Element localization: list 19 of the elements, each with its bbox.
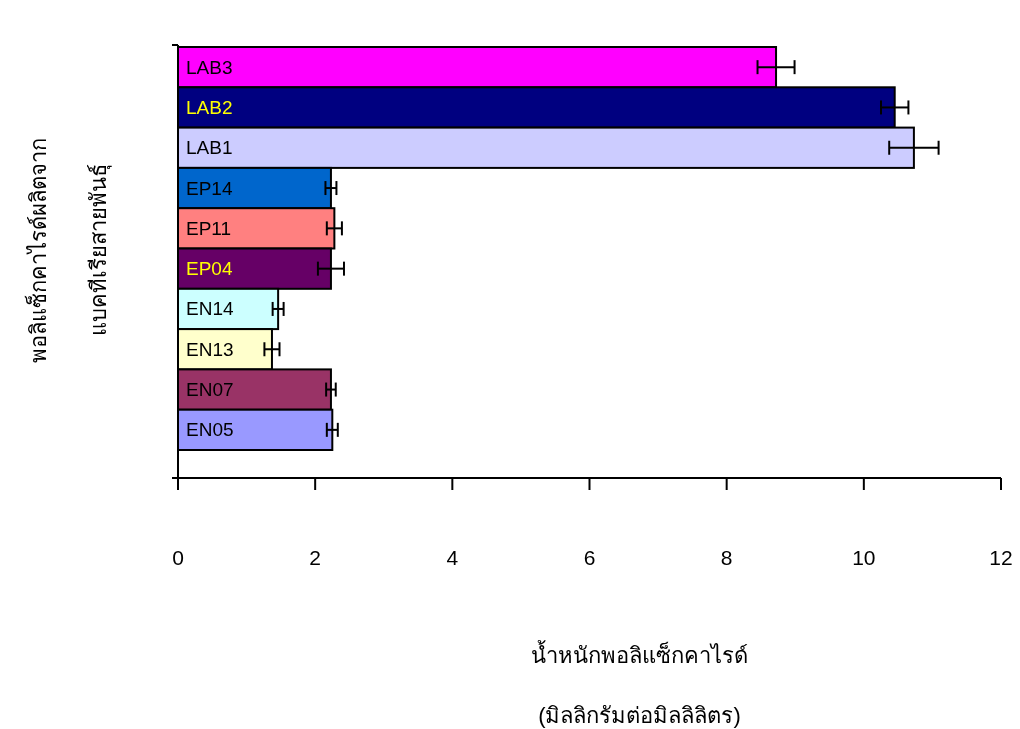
y-tick-label: EN13 xyxy=(186,338,234,360)
y-tick-label: EN07 xyxy=(186,379,234,401)
x-tick-label: 8 xyxy=(720,545,733,569)
text: พอลิแซ็กคาไรด์ผลิตจาก แบคทีเรียสายพันธุ์ xyxy=(25,137,111,363)
x-tick-label: 0 xyxy=(172,545,184,569)
x-tick-label: 2 xyxy=(309,545,322,569)
x-tick-label: 4 xyxy=(446,545,459,569)
y-tick-label: EN14 xyxy=(186,298,234,320)
text: น้ำหนักพอลิแซ็กคาไรด์ (มิลลิกรัมต่อมิลลิลิตร) xyxy=(531,642,748,728)
y-tick-label: EP11 xyxy=(186,217,232,239)
x-tick-label: 12 xyxy=(989,545,1013,569)
y-tick-label: EN05 xyxy=(186,419,234,441)
y-tick-label: LAB2 xyxy=(186,96,233,118)
y-tick-label: EP14 xyxy=(186,177,233,199)
x-tick-label: 10 xyxy=(852,545,876,569)
x-tick-label: 6 xyxy=(583,545,596,569)
y-tick-label: LAB3 xyxy=(186,56,233,78)
y-tick-label: EP04 xyxy=(186,258,233,280)
y-tick-label: LAB1 xyxy=(186,137,233,159)
